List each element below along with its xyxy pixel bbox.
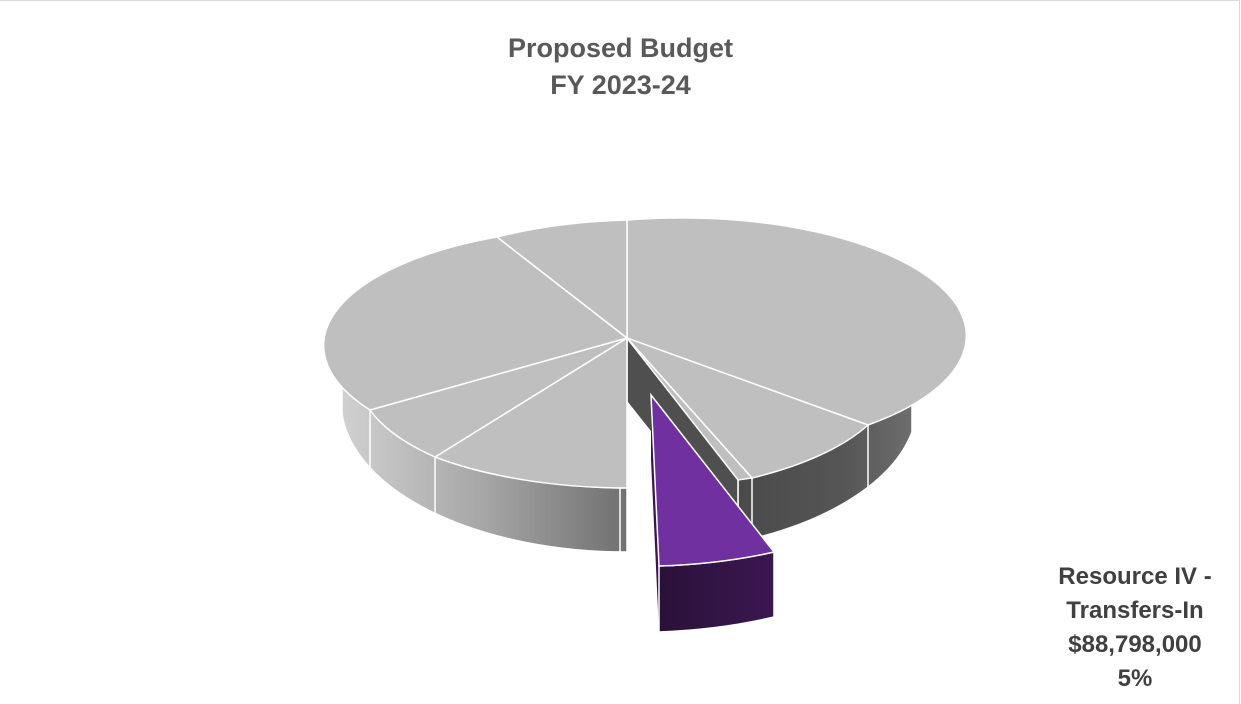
pie-slice [626,217,968,426]
pie-slice [626,337,754,481]
pie-top-slices [322,217,968,489]
highlight-slice-top [650,392,776,567]
pie-slice [626,337,870,479]
highlight-slice-inner-wall [651,395,659,632]
pie-slice [495,219,628,340]
chart-title-line-1: Proposed Budget [507,33,733,63]
label-line-percent: 5% [1117,665,1153,692]
label-line-name-2: Transfers-In [1066,597,1204,624]
chart-title: Proposed Budget FY 2023-24 [0,30,1241,104]
label-line-value: $88,798,000 [1068,631,1202,658]
chart-title-line-2: FY 2023-24 [550,70,691,100]
label-line-name-1: Resource IV - [1058,563,1212,590]
pie-slice [433,336,628,489]
pie-slice [322,236,629,411]
highlighted-slice-data-label: Resource IV - Transfers-In $88,798,000 5… [1020,560,1241,696]
pie-slice [368,337,628,458]
pie-slice-highlighted [650,392,776,633]
